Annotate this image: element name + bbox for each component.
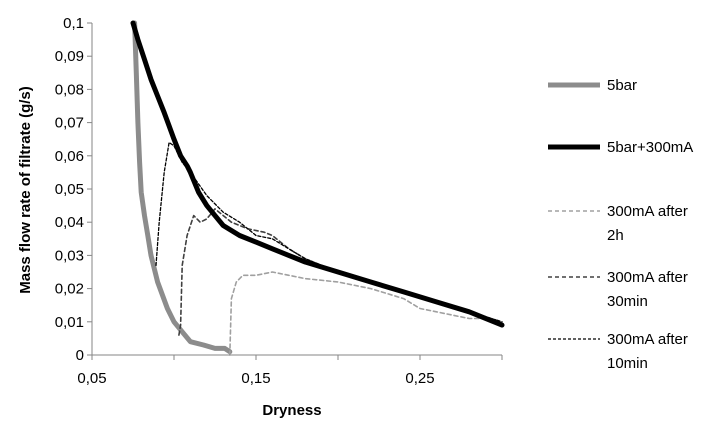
legend-label: 300mA after (607, 331, 688, 348)
legend: 5bar 5bar+300mA 300mA after 2h 300mA after 30… (548, 77, 693, 372)
y-tick-label: 0,09 (55, 48, 84, 65)
legend-label: 300mA after (607, 269, 688, 286)
y-tick-label: 0,1 (63, 15, 84, 32)
legend-label: 2h (607, 227, 624, 244)
legend-label: 30min (607, 293, 648, 310)
legend-label: 10min (607, 355, 648, 372)
series-line-5bar (132, 20, 233, 355)
legend-label: 300mA after (607, 203, 688, 220)
series-line-300ma-after-2h (229, 271, 503, 356)
legend-label: 5bar (607, 77, 637, 94)
legend-label: 5bar+300mA (607, 139, 693, 156)
series-line-5bar-300ma (130, 20, 505, 328)
y-tick-label: 0,01 (55, 314, 84, 331)
x-axis-title: Dryness (262, 402, 321, 419)
x-tick-label: 0,15 (241, 370, 270, 387)
y-tick-label: 0,04 (55, 214, 84, 231)
series-line-300ma-after-10min (155, 141, 503, 323)
plot-area (130, 20, 505, 356)
x-axis: 0,05 0,15 0,25 (77, 354, 503, 387)
x-tick-label: 0,25 (405, 370, 434, 387)
y-tick-label: 0,06 (55, 148, 84, 165)
y-tick-label: 0,02 (55, 281, 84, 298)
y-axis: 0 0,01 0,02 0,03 0,04 0,05 0,06 0,07 0,08 0,09 0,1 (55, 15, 93, 364)
x-tick-label: 0,05 (77, 370, 106, 387)
y-tick-label: 0,05 (55, 181, 84, 198)
y-tick-label: 0,03 (55, 247, 84, 264)
y-tick-label: 0,07 (55, 115, 84, 132)
y-tick-label: 0 (76, 347, 84, 364)
y-tick-label: 0,08 (55, 81, 84, 98)
y-axis-title: Mass flow rate of filtrate (g/s) (17, 86, 34, 294)
